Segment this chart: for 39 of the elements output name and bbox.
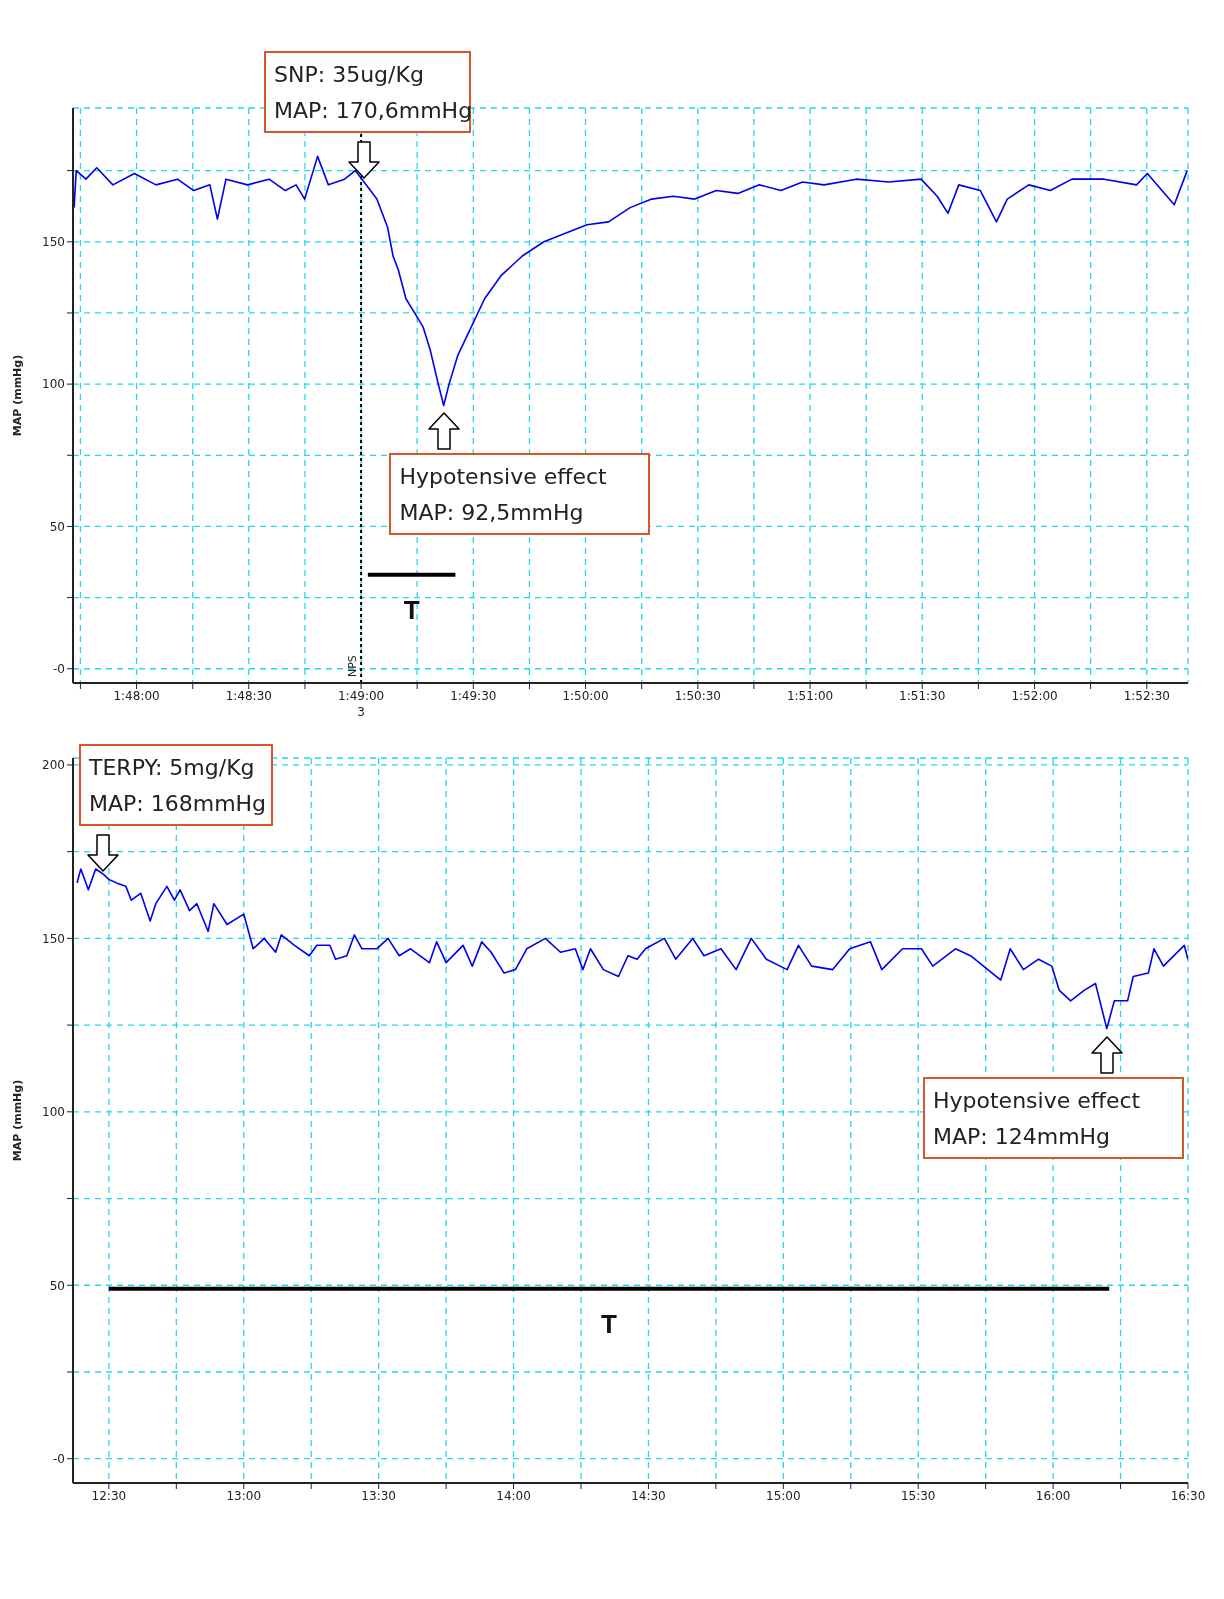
x-tick-label: 16:30 — [1170, 1488, 1206, 1503]
x-tick-label: 15:30 — [900, 1488, 936, 1503]
y-tick-label: -0 — [53, 662, 65, 677]
x-tick-label: 14:30 — [631, 1488, 666, 1503]
y-tick-label: 150 — [42, 931, 65, 946]
x-tick-label: 1:51:00 — [786, 688, 834, 703]
x-tick-label: 1:52:30 — [1123, 688, 1170, 703]
ref-line-label: NPS — [346, 655, 360, 677]
y-tick-label: 50 — [49, 519, 65, 534]
y-tick-label: 150 — [42, 235, 65, 250]
x-tick-label: 1:52:00 — [1011, 688, 1058, 703]
annotation: TERPY: 5mg/Kg MAP: 168mmHg — [89, 753, 267, 818]
x-tick-label: 1:50:00 — [562, 688, 609, 703]
x-tick-label: 1:51:30 — [899, 688, 946, 703]
annotation: Hypotensive effect MAP: 92,5mmHg — [399, 463, 608, 528]
x-tick-label: 1:49:30 — [450, 688, 497, 703]
x-tick-label: 12:30 — [91, 1488, 127, 1503]
annotation: Hypotensive effect MAP: 124mmHg — [933, 1086, 1142, 1151]
y-tick-label: 100 — [42, 377, 65, 392]
x-tick-label: 1:49:00 — [337, 688, 385, 703]
y-tick-label: 100 — [42, 1105, 65, 1120]
y-tick-label: 200 — [42, 758, 65, 773]
x-tick-label: 1:50:30 — [674, 688, 721, 703]
annotation: T — [402, 594, 421, 625]
x-tick-label: 13:30 — [361, 1488, 396, 1503]
line-series — [76, 868, 1188, 1030]
x-tick-label: 1:48:30 — [225, 688, 272, 703]
x-tick-label: 16:00 — [1035, 1488, 1071, 1503]
line-series — [73, 155, 1188, 407]
text: 3 — [356, 705, 366, 719]
x-tick-label: 15:00 — [766, 1488, 801, 1503]
y-axis-title: MAP (mmHg) — [10, 1079, 24, 1162]
x-tick-label: 14:00 — [496, 1488, 531, 1503]
y-axis-title: MAP (mmHg) — [10, 354, 24, 437]
annotation: T — [600, 1308, 618, 1339]
y-tick-label: -0 — [53, 1451, 65, 1466]
y-tick-label: 50 — [49, 1278, 65, 1293]
x-tick-label: 13:00 — [226, 1488, 262, 1503]
x-tick-label: 1:48:00 — [113, 688, 160, 703]
